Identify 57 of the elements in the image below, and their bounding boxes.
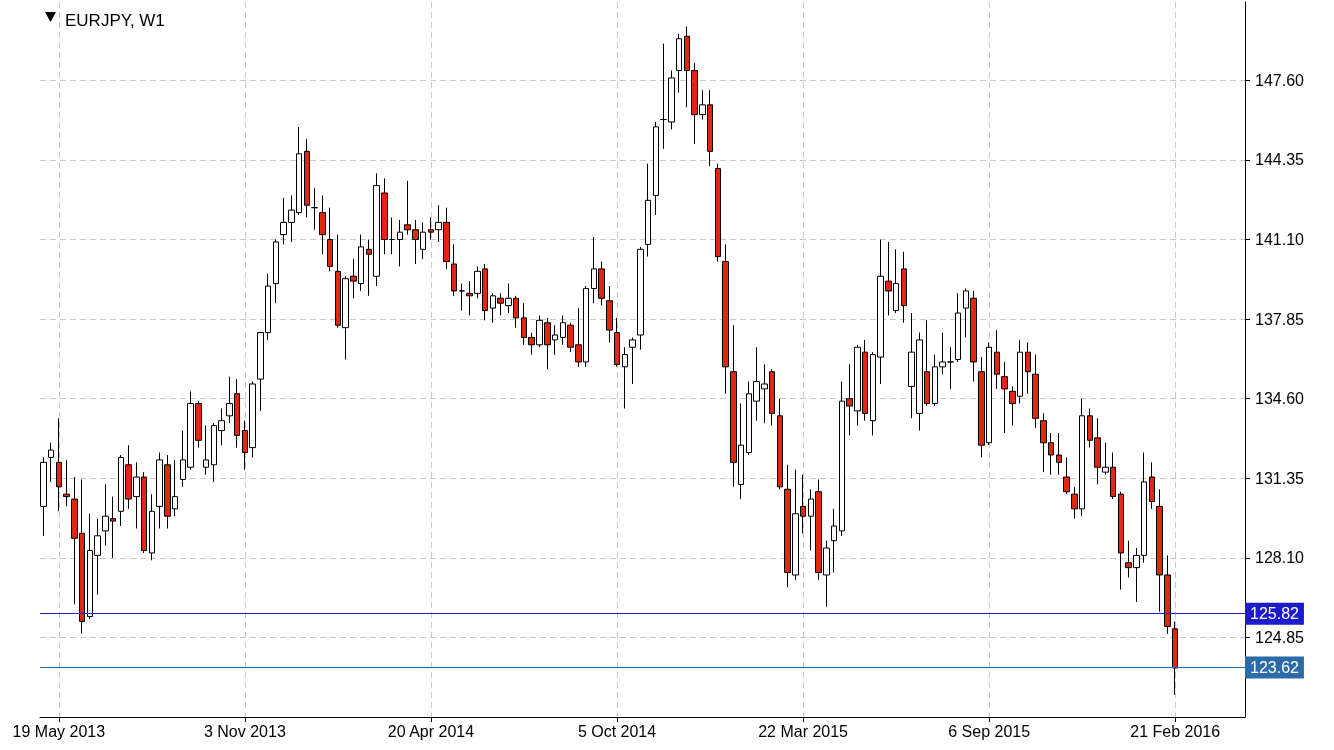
candlestick (637, 246, 644, 351)
candlestick (397, 219, 403, 267)
x-tick-label: 3 Nov 2013 (203, 722, 286, 740)
y-tick-label: 137.85 (1255, 310, 1305, 328)
candlestick (56, 417, 62, 512)
candlestick (676, 33, 682, 94)
candlestick (947, 346, 954, 390)
ref-line-label: 123.62 (1250, 659, 1300, 677)
candlestick (1063, 456, 1070, 495)
candlestick (831, 508, 837, 574)
candlestick (1172, 621, 1178, 696)
candlestick (622, 346, 628, 409)
candlestick (304, 138, 310, 218)
candlestick (614, 317, 620, 368)
candlestick (955, 292, 961, 363)
candlestick (319, 194, 326, 255)
x-tick-label: 6 Sep 2015 (948, 722, 1031, 740)
candlestick (1118, 491, 1124, 591)
candlestick (777, 398, 783, 490)
ref-line-label: 125.82 (1250, 605, 1300, 623)
candlestick (63, 459, 70, 507)
candlestick (715, 163, 721, 263)
candlestick (389, 216, 395, 255)
candlestick (40, 456, 47, 537)
y-tick-label: 144.35 (1255, 151, 1305, 169)
candlestick (149, 493, 155, 561)
candlestick (203, 425, 209, 476)
candlestick (1149, 461, 1155, 510)
candlestick (1001, 361, 1008, 434)
x-tick-label: 20 Apr 2014 (387, 722, 475, 740)
text: EURJPY, W1 (65, 11, 165, 30)
y-tick-label: 128.10 (1255, 549, 1305, 567)
y-tick-label: 131.35 (1255, 469, 1305, 487)
candlestick (1032, 354, 1039, 429)
candlestick (606, 285, 613, 343)
candlestick (629, 336, 636, 385)
candlestick (459, 283, 465, 312)
candlestick (273, 239, 279, 304)
candlestick (722, 243, 729, 395)
x-tick-label: 21 Feb 2016 (1130, 722, 1221, 740)
y-tick-label: 134.60 (1255, 390, 1305, 408)
candlestick (1025, 341, 1031, 395)
candlestick (48, 442, 54, 483)
y-tick-label: 141.10 (1255, 231, 1305, 249)
candlestick (901, 251, 907, 324)
candlestick (1056, 432, 1062, 476)
candlestick (994, 329, 1000, 390)
x-tick-label: 19 May 2013 (12, 722, 106, 740)
candlestick (451, 243, 457, 297)
candlestick (311, 187, 318, 231)
y-tick-label: 147.60 (1255, 71, 1305, 89)
x-tick-label: 22 Mar 2015 (758, 722, 849, 740)
candlestick (645, 163, 651, 258)
candlestick (653, 121, 659, 216)
y-tick-label: 124.85 (1255, 628, 1305, 646)
x-tick-label: 5 Oct 2014 (577, 722, 657, 740)
candlestick (327, 207, 333, 272)
